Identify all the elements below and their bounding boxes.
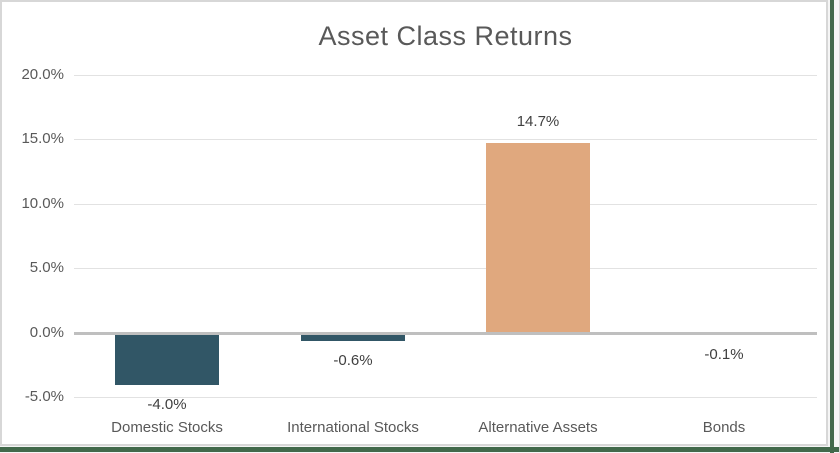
y-gridline [74,139,817,141]
y-axis-tick-label: 20.0% [21,66,64,83]
x-axis-category-label: Domestic Stocks [111,419,223,436]
worksheet-gridline-horizontal [0,447,840,452]
bar-domestic-stocks[interactable] [115,333,219,385]
y-axis-tick-label: 10.0% [21,194,64,212]
data-label: -0.1% [704,346,744,363]
bar-international-stocks[interactable] [301,333,405,341]
y-axis-tick-label: 5.0% [29,259,64,277]
y-gridline [74,397,817,398]
y-gridline [74,75,817,76]
data-label: -0.6% [333,352,373,369]
y-gridline [74,268,817,270]
x-axis-category-label: Alternative Assets [478,419,598,436]
x-axis-category-label: Bonds [702,419,746,436]
bar-alternative-assets[interactable] [486,143,590,332]
chart-object[interactable]: Asset Class Returns 20.0% 15.0% 10.0% 5.0% 0… [0,0,828,446]
y-gridline [74,203,817,205]
x-axis-category-label: International Stocks [287,419,419,436]
data-label: -4.0% [147,396,187,413]
x-axis-zero-line [74,331,817,335]
worksheet-gridline-vertical [830,0,834,453]
data-label: 14.7% [516,113,560,130]
chart-title: Asset Class Returns [318,21,573,51]
y-axis-tick-label: -5.0% [24,388,64,405]
y-axis-tick-label: 0.0% [29,323,64,341]
y-axis-tick-label: 15.0% [21,130,64,148]
